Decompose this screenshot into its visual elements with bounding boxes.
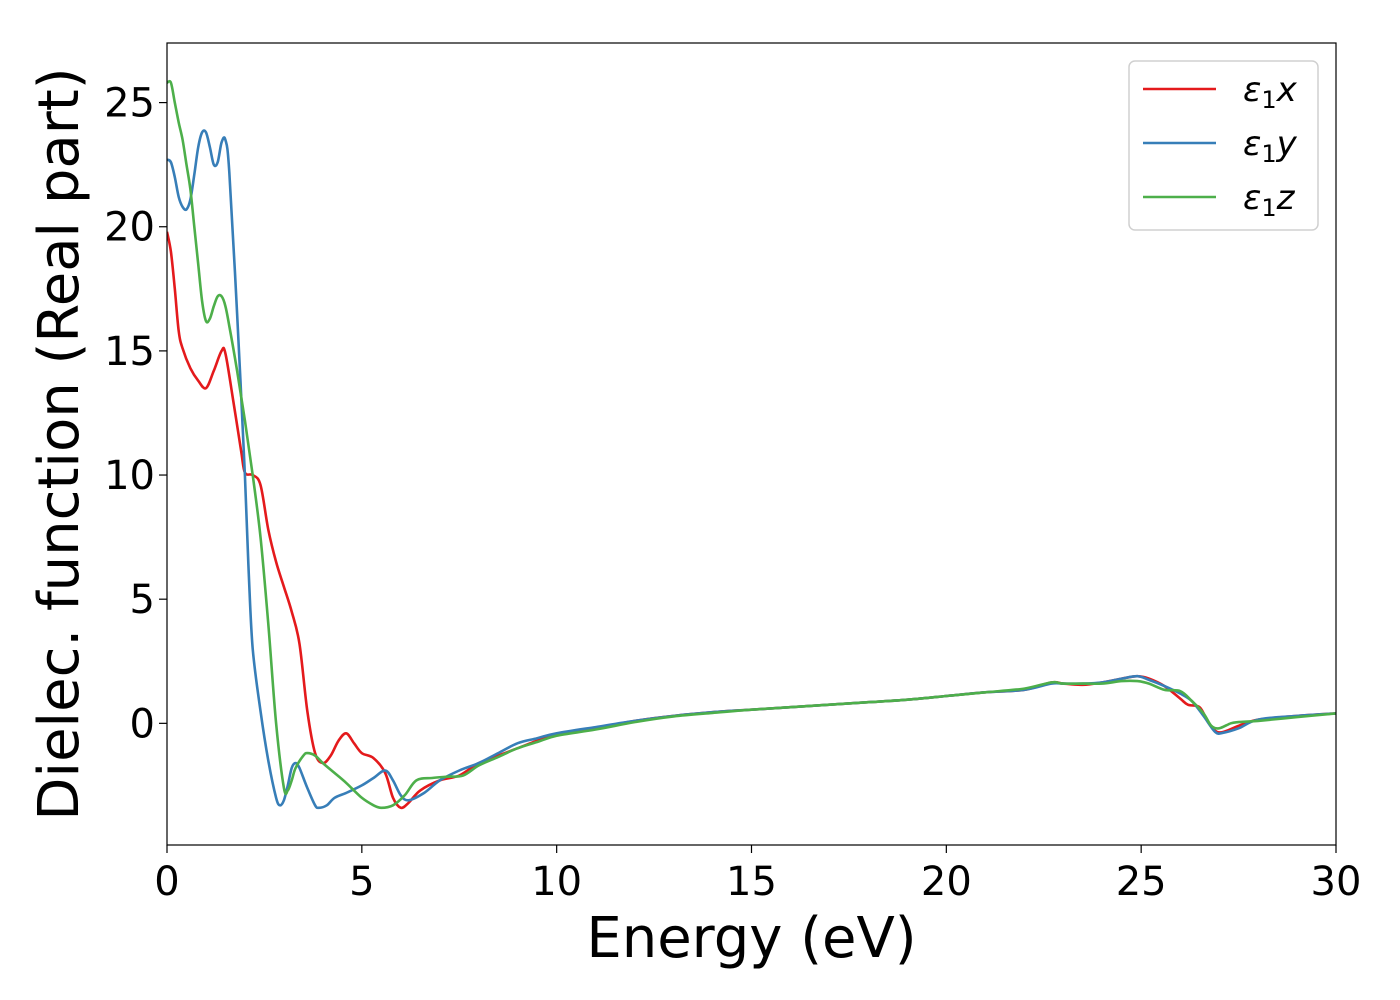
series-layer [167,79,1336,810]
y-tick-label: 20 [104,205,155,251]
y-tick-label: 5 [130,577,155,623]
y-tick-label: 10 [104,453,155,499]
legend-label-y: ε1y [1243,124,1298,168]
y-tick-label: 25 [104,81,155,127]
y-tick-label: 15 [104,329,155,375]
legend-label-x: ε1x [1243,70,1298,114]
legend: ε1x ε1y ε1z [1128,60,1319,231]
legend-label-z: ε1z [1243,178,1296,222]
x-tick-label: 10 [531,859,582,905]
x-axis: 0 5 10 15 20 25 30 [154,845,1361,905]
x-tick-label: 25 [1116,859,1167,905]
x-tick-label: 30 [1311,859,1362,905]
x-tick-label: 20 [921,859,972,905]
x-axis-label: Energy (eV) [586,906,916,971]
series-line-z [167,79,1336,810]
y-tick-label: 0 [130,701,155,747]
y-axis: 0 5 10 15 20 25 [104,81,167,747]
x-tick-label: 0 [154,859,179,905]
x-tick-label: 5 [349,859,374,905]
y-axis-label: Dielec. function (Real part) [27,67,92,820]
x-tick-label: 15 [726,859,777,905]
legend-box [1128,60,1319,231]
